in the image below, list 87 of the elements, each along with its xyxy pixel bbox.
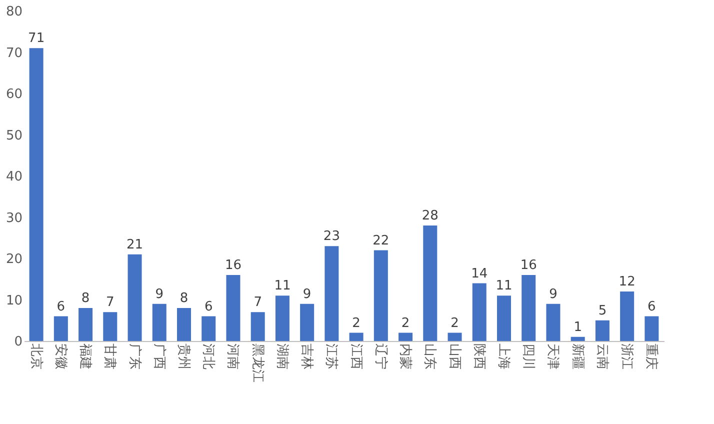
bar xyxy=(497,296,511,341)
data-label: 16 xyxy=(224,258,242,273)
data-label: 2 xyxy=(450,316,459,331)
data-label: 16 xyxy=(520,258,537,273)
x-tick-label: 江苏 xyxy=(324,344,339,370)
x-tick-label: 福建 xyxy=(78,344,93,370)
data-label: 6 xyxy=(648,299,656,314)
data-label: 71 xyxy=(28,31,45,46)
x-tick-label: 北京 xyxy=(28,344,44,370)
bar xyxy=(324,246,339,341)
data-label: 2 xyxy=(401,316,410,331)
x-tick-label: 内蒙 xyxy=(398,344,413,370)
bar xyxy=(226,275,240,341)
y-tick-label: 60 xyxy=(6,87,22,102)
y-tick-label: 10 xyxy=(6,293,22,308)
data-label: 7 xyxy=(106,295,114,310)
data-label: 2 xyxy=(352,316,360,331)
data-label: 28 xyxy=(422,208,438,224)
bar xyxy=(398,332,413,341)
y-tick-label: 50 xyxy=(6,128,22,144)
bar xyxy=(202,316,216,341)
x-tick-label: 上海 xyxy=(496,344,511,370)
data-label: 6 xyxy=(204,299,213,314)
data-label: 9 xyxy=(302,286,312,302)
x-tick-label: 山西 xyxy=(446,344,462,370)
bar xyxy=(570,336,585,341)
data-label: 8 xyxy=(81,291,90,306)
bar xyxy=(275,296,290,341)
data-label: 12 xyxy=(618,274,636,290)
bar xyxy=(522,275,536,341)
data-label: 5 xyxy=(598,303,607,318)
data-label: 23 xyxy=(323,229,340,244)
bar xyxy=(423,226,438,341)
x-tick-label: 四川 xyxy=(520,344,536,370)
bar xyxy=(300,304,314,341)
x-tick-label: 广西 xyxy=(151,344,166,370)
y-tick-label: 70 xyxy=(6,46,22,61)
bar xyxy=(152,304,166,341)
x-tick-label: 广东 xyxy=(126,344,142,370)
bar xyxy=(620,292,634,341)
x-tick-label: 山东 xyxy=(422,344,438,370)
x-tick-label: 江西 xyxy=(348,344,364,370)
y-tick-label: 80 xyxy=(6,4,22,20)
data-label: 9 xyxy=(549,286,558,302)
bar xyxy=(374,250,388,341)
bar xyxy=(250,312,265,341)
x-tick-label: 贵州 xyxy=(176,344,191,370)
x-tick-label: 河南 xyxy=(225,344,240,370)
x-tick-label: 陕西 xyxy=(471,344,486,370)
data-label: 11 xyxy=(496,278,512,294)
x-tick-label: 云南 xyxy=(594,344,610,370)
bar xyxy=(546,304,560,341)
bar xyxy=(644,316,659,341)
data-label: 9 xyxy=(155,286,164,302)
x-tick-label: 河北 xyxy=(200,344,216,370)
bar xyxy=(29,48,44,341)
y-tick-label: 0 xyxy=(14,334,22,350)
x-tick-label: 浙江 xyxy=(619,344,634,370)
x-tick-label: 湖南 xyxy=(274,344,290,370)
x-tick-label: 重庆 xyxy=(644,344,659,370)
y-tick-label: 40 xyxy=(6,170,22,184)
x-tick-label: 天津 xyxy=(545,344,560,370)
data-label: 14 xyxy=(471,266,488,282)
bar xyxy=(595,320,610,341)
data-label: 11 xyxy=(274,278,291,294)
data-label: 7 xyxy=(254,295,262,310)
bar xyxy=(349,332,364,341)
bar xyxy=(78,308,93,341)
data-label: 6 xyxy=(56,299,66,314)
y-tick-label: 20 xyxy=(6,252,22,267)
bar xyxy=(103,312,118,341)
data-label: 22 xyxy=(372,233,390,248)
x-tick-label: 甘肃 xyxy=(102,344,118,370)
data-label: 21 xyxy=(126,237,144,252)
y-tick-label: 30 xyxy=(6,210,22,226)
bar xyxy=(448,332,462,341)
x-tick-label: 安徽 xyxy=(52,344,69,370)
bar xyxy=(54,316,68,341)
x-tick-label: 辽宁 xyxy=(372,344,389,370)
x-tick-label: 新疆 xyxy=(570,344,585,370)
x-tick-label: 黑龙江 xyxy=(250,344,265,382)
x-tick-label: 吉林 xyxy=(299,344,314,370)
bar xyxy=(128,254,142,341)
bar xyxy=(472,283,486,341)
bar xyxy=(177,308,191,341)
data-label: 1 xyxy=(574,320,582,335)
data-label: 8 xyxy=(180,291,188,306)
